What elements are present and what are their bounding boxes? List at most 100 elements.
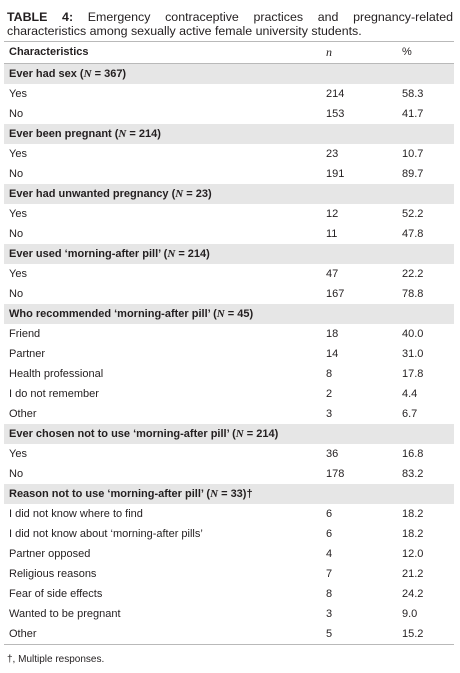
row-label: I did not know about ‘morning-after pill… xyxy=(9,528,203,540)
row-percent-value: 21.2 xyxy=(402,568,424,580)
row-percent-value: 58.3 xyxy=(402,88,424,100)
row-n-value: 6 xyxy=(326,528,333,540)
section-sample-var: N xyxy=(118,128,127,140)
section-header-row: Ever chosen not to use ‘morning-after pi… xyxy=(4,424,454,444)
row-percent-value: 18.2 xyxy=(402,508,424,520)
row-label: Yes xyxy=(9,148,27,160)
table-row: I did not know about ‘morning-after pill… xyxy=(4,524,454,544)
row-label: Health professional xyxy=(9,368,104,380)
section-sample-var: N xyxy=(235,428,244,440)
section-header-row: Ever used ‘morning-after pill’ (N = 214) xyxy=(4,244,454,264)
row-n-value: 214 xyxy=(326,88,345,100)
row-label: Yes xyxy=(9,268,27,280)
row-n-value: 2 xyxy=(326,388,333,400)
row-percent-value: 78.8 xyxy=(402,288,424,300)
table-row: Yes 36 16.8 xyxy=(4,444,454,464)
row-label: Partner xyxy=(9,348,46,360)
header-percent: % xyxy=(402,46,412,58)
row-label: No xyxy=(9,468,24,480)
section-sample-var: N xyxy=(83,68,92,80)
section-sample-var: N xyxy=(175,188,184,200)
table-body: Ever had sex (N = 367) Yes 214 58.3 No 153 41.… xyxy=(4,64,454,644)
section-sample-size: = 214) xyxy=(126,128,161,140)
row-label: Yes xyxy=(9,208,27,220)
row-percent-value: 16.8 xyxy=(402,448,424,460)
table-row: Partner 14 31.0 xyxy=(4,344,454,364)
section-header-row: Ever had unwanted pregnancy (N = 23) xyxy=(4,184,454,204)
table-row: I did not know where to find 6 18.2 xyxy=(4,504,454,524)
row-percent-value: 24.2 xyxy=(402,588,424,600)
row-n-value: 12 xyxy=(326,208,339,220)
row-percent-value: 4.4 xyxy=(402,388,418,400)
row-label: No xyxy=(9,108,24,120)
data-table: Characteristics n % Ever had sex (N = 36… xyxy=(4,41,454,645)
row-label: No xyxy=(9,168,24,180)
table-row: Yes 23 10.7 xyxy=(4,144,454,164)
section-title-text: Ever used ‘morning-after pill’ ( xyxy=(9,248,168,260)
caption-text: Emergency contraceptive practices and pr… xyxy=(7,10,453,38)
row-percent-value: 6.7 xyxy=(402,408,418,420)
section-sample-size: = 214) xyxy=(175,248,210,260)
row-n-value: 36 xyxy=(326,448,339,460)
section-title: Ever chosen not to use ‘morning-after pi… xyxy=(9,424,278,444)
row-percent-value: 9.0 xyxy=(402,608,418,620)
section-title: Ever used ‘morning-after pill’ (N = 214) xyxy=(9,244,210,264)
table-row: I do not remember 2 4.4 xyxy=(4,384,454,404)
row-label: Yes xyxy=(9,448,27,460)
row-label: No xyxy=(9,288,24,300)
table-row: Yes 47 22.2 xyxy=(4,264,454,284)
row-label: Yes xyxy=(9,88,27,100)
section-sample-var: N xyxy=(216,308,225,320)
table-row: Partner opposed 4 12.0 xyxy=(4,544,454,564)
table-row: Health professional 8 17.8 xyxy=(4,364,454,384)
row-label: Partner opposed xyxy=(9,548,91,560)
section-title-text: Ever been pregnant ( xyxy=(9,128,119,140)
row-percent-value: 10.7 xyxy=(402,148,424,160)
row-n-value: 18 xyxy=(326,328,339,340)
section-sample-size: = 367) xyxy=(91,68,127,80)
section-title: Reason not to use ‘morning-after pill’ (… xyxy=(9,484,253,504)
row-label: Other xyxy=(9,408,37,420)
table-row: No 153 41.7 xyxy=(4,104,454,124)
section-sample-size: = 23) xyxy=(183,188,212,200)
table-row: Other 3 6.7 xyxy=(4,404,454,424)
section-header-row: Ever been pregnant (N = 214) xyxy=(4,124,454,144)
row-n-value: 8 xyxy=(326,588,333,600)
row-percent-value: 17.8 xyxy=(402,368,424,380)
row-percent-value: 41.7 xyxy=(402,108,424,120)
row-percent-value: 40.0 xyxy=(402,328,424,340)
section-title: Who recommended ‘morning-after pill’ (N … xyxy=(9,304,253,324)
row-n-value: 153 xyxy=(326,108,345,120)
row-percent-value: 31.0 xyxy=(402,348,424,360)
row-n-value: 47 xyxy=(326,268,339,280)
row-n-value: 14 xyxy=(326,348,339,360)
header-n: n xyxy=(326,45,332,59)
section-title-text: Ever had unwanted pregnancy ( xyxy=(9,188,176,200)
row-label: No xyxy=(9,228,24,240)
table-footnote: †, Multiple responses. xyxy=(7,654,105,665)
row-percent-value: 18.2 xyxy=(402,528,424,540)
row-n-value: 3 xyxy=(326,408,333,420)
header-characteristics: Characteristics xyxy=(9,46,89,58)
table-row: No 167 78.8 xyxy=(4,284,454,304)
row-percent-value: 22.2 xyxy=(402,268,424,280)
table-row: No 191 89.7 xyxy=(4,164,454,184)
row-n-value: 23 xyxy=(326,148,339,160)
section-header-row: Ever had sex (N = 367) xyxy=(4,64,454,84)
table-label: TABLE 4: xyxy=(7,10,74,24)
section-title-text: Reason not to use ‘morning-after pill’ ( xyxy=(9,488,211,500)
table-row: Other 5 15.2 xyxy=(4,624,454,644)
row-percent-value: 83.2 xyxy=(402,468,424,480)
row-n-value: 191 xyxy=(326,168,345,180)
section-title-text: Ever had sex ( xyxy=(9,68,84,80)
section-sample-var: N xyxy=(167,248,176,260)
row-percent-value: 12.0 xyxy=(402,548,424,560)
row-percent-value: 47.8 xyxy=(402,228,424,240)
row-n-value: 178 xyxy=(326,468,345,480)
section-title: Ever had unwanted pregnancy (N = 23) xyxy=(9,184,212,204)
table-row: No 11 47.8 xyxy=(4,224,454,244)
row-label: Friend xyxy=(9,328,41,340)
section-title: Ever had sex (N = 367) xyxy=(9,64,126,84)
row-label: Wanted to be pregnant xyxy=(9,608,121,620)
